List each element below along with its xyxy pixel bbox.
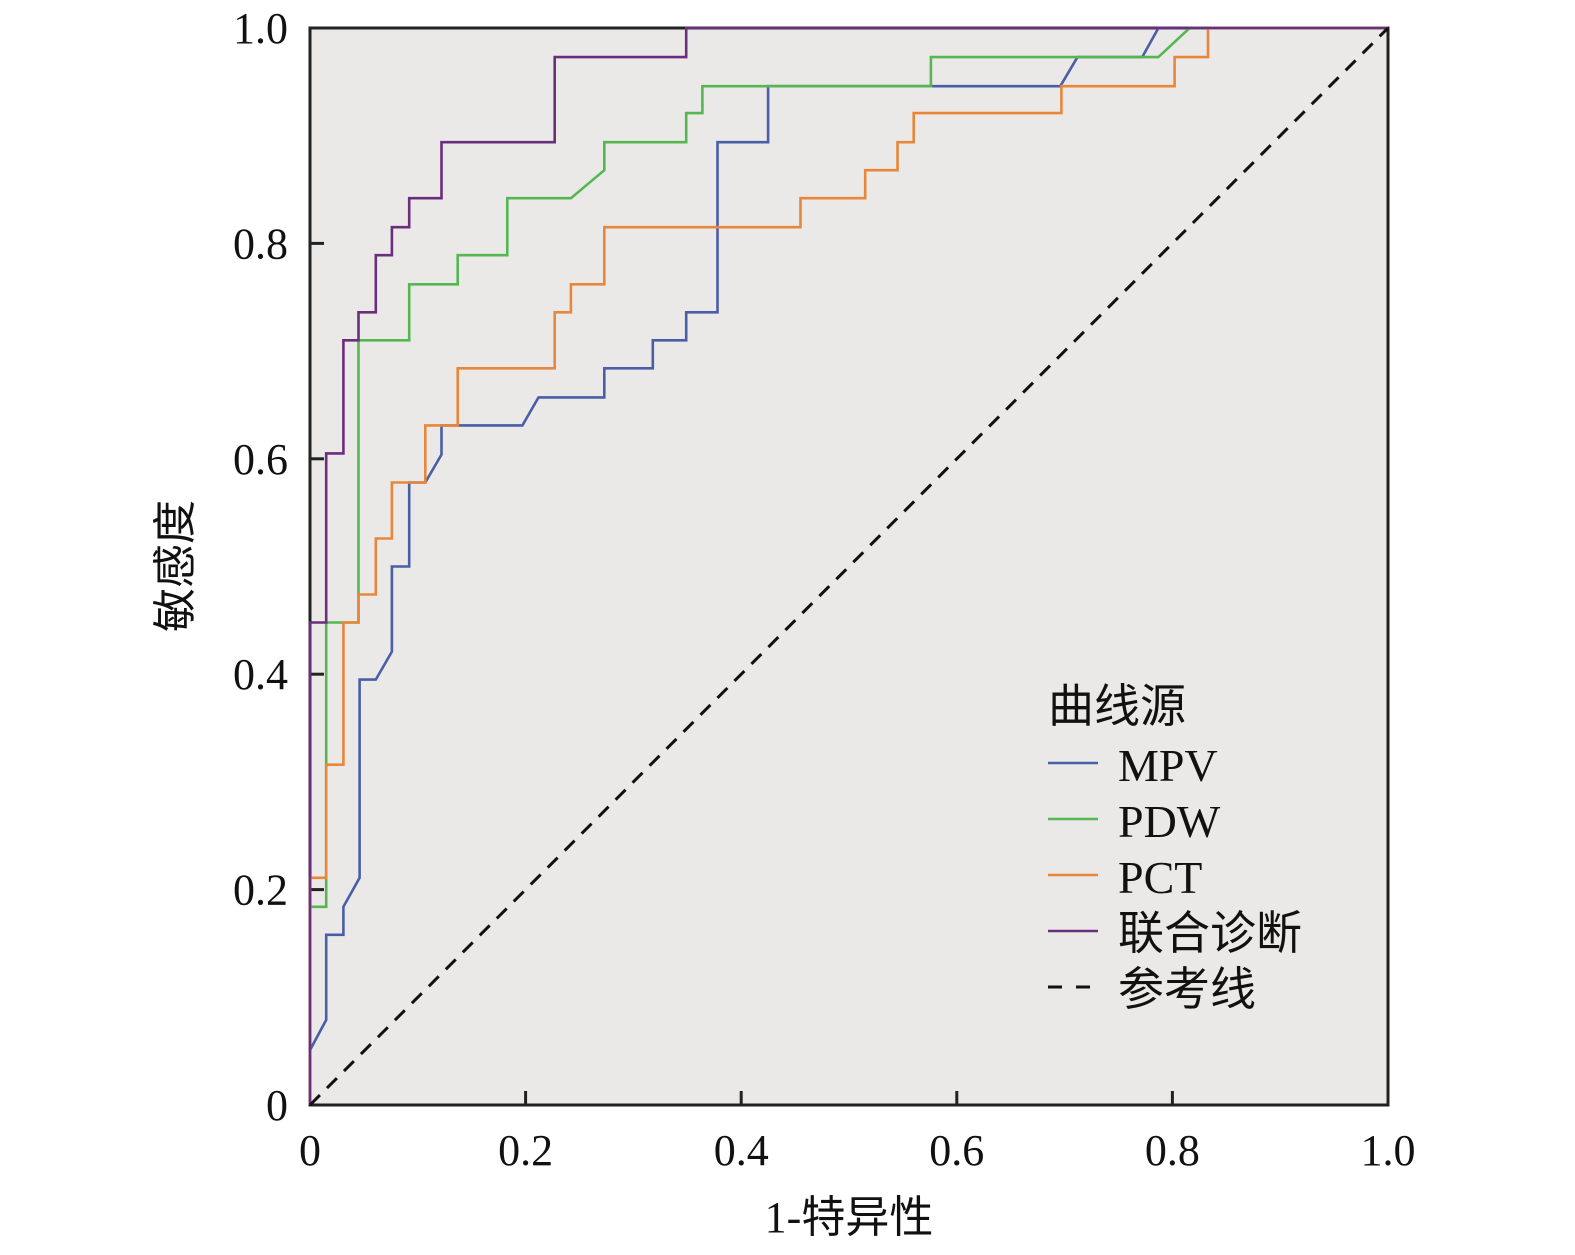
series-line-联合诊断 bbox=[308, 26, 1388, 1105]
y-tick-label: 0.6 bbox=[233, 435, 288, 484]
x-tick-label: 1.0 bbox=[1361, 1126, 1416, 1175]
x-axis-title: 1-特异性 bbox=[765, 1193, 934, 1242]
legend-label: PCT bbox=[1118, 852, 1202, 903]
y-tick-label: 0.4 bbox=[233, 650, 288, 699]
x-tick-label: 0.8 bbox=[1145, 1126, 1200, 1175]
legend-label: 联合诊断 bbox=[1118, 908, 1302, 959]
legend-label: MPV bbox=[1118, 740, 1218, 791]
legend-label: 参考线 bbox=[1118, 964, 1256, 1015]
x-tick-label: 0 bbox=[299, 1126, 321, 1175]
series-line-mpv bbox=[308, 26, 1388, 1105]
y-tick-label: 0.2 bbox=[233, 866, 288, 915]
x-tick-label: 0.4 bbox=[714, 1126, 769, 1175]
y-tick-label: 0 bbox=[266, 1081, 288, 1130]
y-tick-label: 0.8 bbox=[233, 219, 288, 268]
y-axis-title: 敏感度 bbox=[151, 500, 200, 632]
legend-title: 曲线源 bbox=[1048, 681, 1186, 732]
y-tick-label: 1.0 bbox=[233, 4, 288, 53]
x-tick-label: 0.2 bbox=[498, 1126, 553, 1175]
series-line-reference bbox=[308, 26, 1390, 1107]
legend-label: PDW bbox=[1118, 796, 1221, 847]
series-line-pct bbox=[308, 26, 1388, 1105]
x-tick-label: 0.6 bbox=[929, 1126, 984, 1175]
